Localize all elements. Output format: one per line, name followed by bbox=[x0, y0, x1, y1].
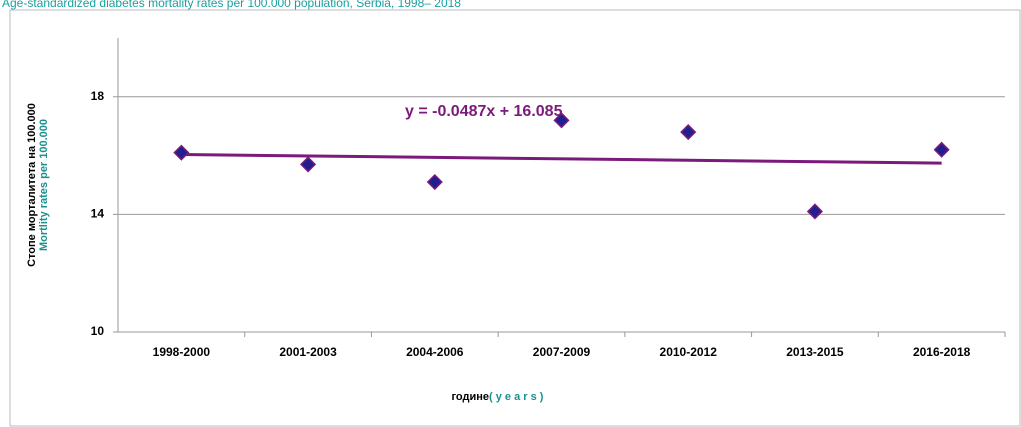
marker bbox=[173, 144, 190, 161]
marker bbox=[933, 141, 950, 158]
trend-line bbox=[181, 153, 942, 165]
x-tick-label: 1998-2000 bbox=[153, 345, 211, 359]
x-tick-label: 2007-2009 bbox=[533, 345, 591, 359]
x-axis-label: године bbox=[451, 391, 489, 403]
chart-frame bbox=[9, 9, 1021, 427]
y-tick-label: 18 bbox=[91, 89, 105, 103]
marker bbox=[300, 156, 317, 173]
x-tick-label: 2001-2003 bbox=[279, 345, 337, 359]
marker bbox=[553, 112, 570, 129]
trend-equation: y = -0.0487x + 16.085 bbox=[405, 103, 563, 120]
marker bbox=[426, 173, 443, 191]
y-tick-label: 14 bbox=[91, 207, 105, 221]
y-tick-label: 10 bbox=[91, 324, 105, 338]
y-axis-label: Стопе морталитета на 100.000 bbox=[26, 103, 38, 267]
x-tick-label: 2013-2015 bbox=[786, 345, 844, 359]
marker bbox=[680, 124, 697, 141]
chart-title: Age-standardized diabetes mortality rate… bbox=[2, 0, 461, 10]
x-axis-label-en: ( y e a r s ) bbox=[489, 391, 544, 403]
y-axis-label-en: Mortlity rates per 100.000 bbox=[38, 119, 50, 251]
x-tick-label: 2004-2006 bbox=[406, 345, 464, 359]
marker bbox=[806, 203, 823, 220]
x-tick-label: 2010-2012 bbox=[660, 345, 718, 359]
x-tick-label: 2016-2018 bbox=[913, 345, 971, 359]
